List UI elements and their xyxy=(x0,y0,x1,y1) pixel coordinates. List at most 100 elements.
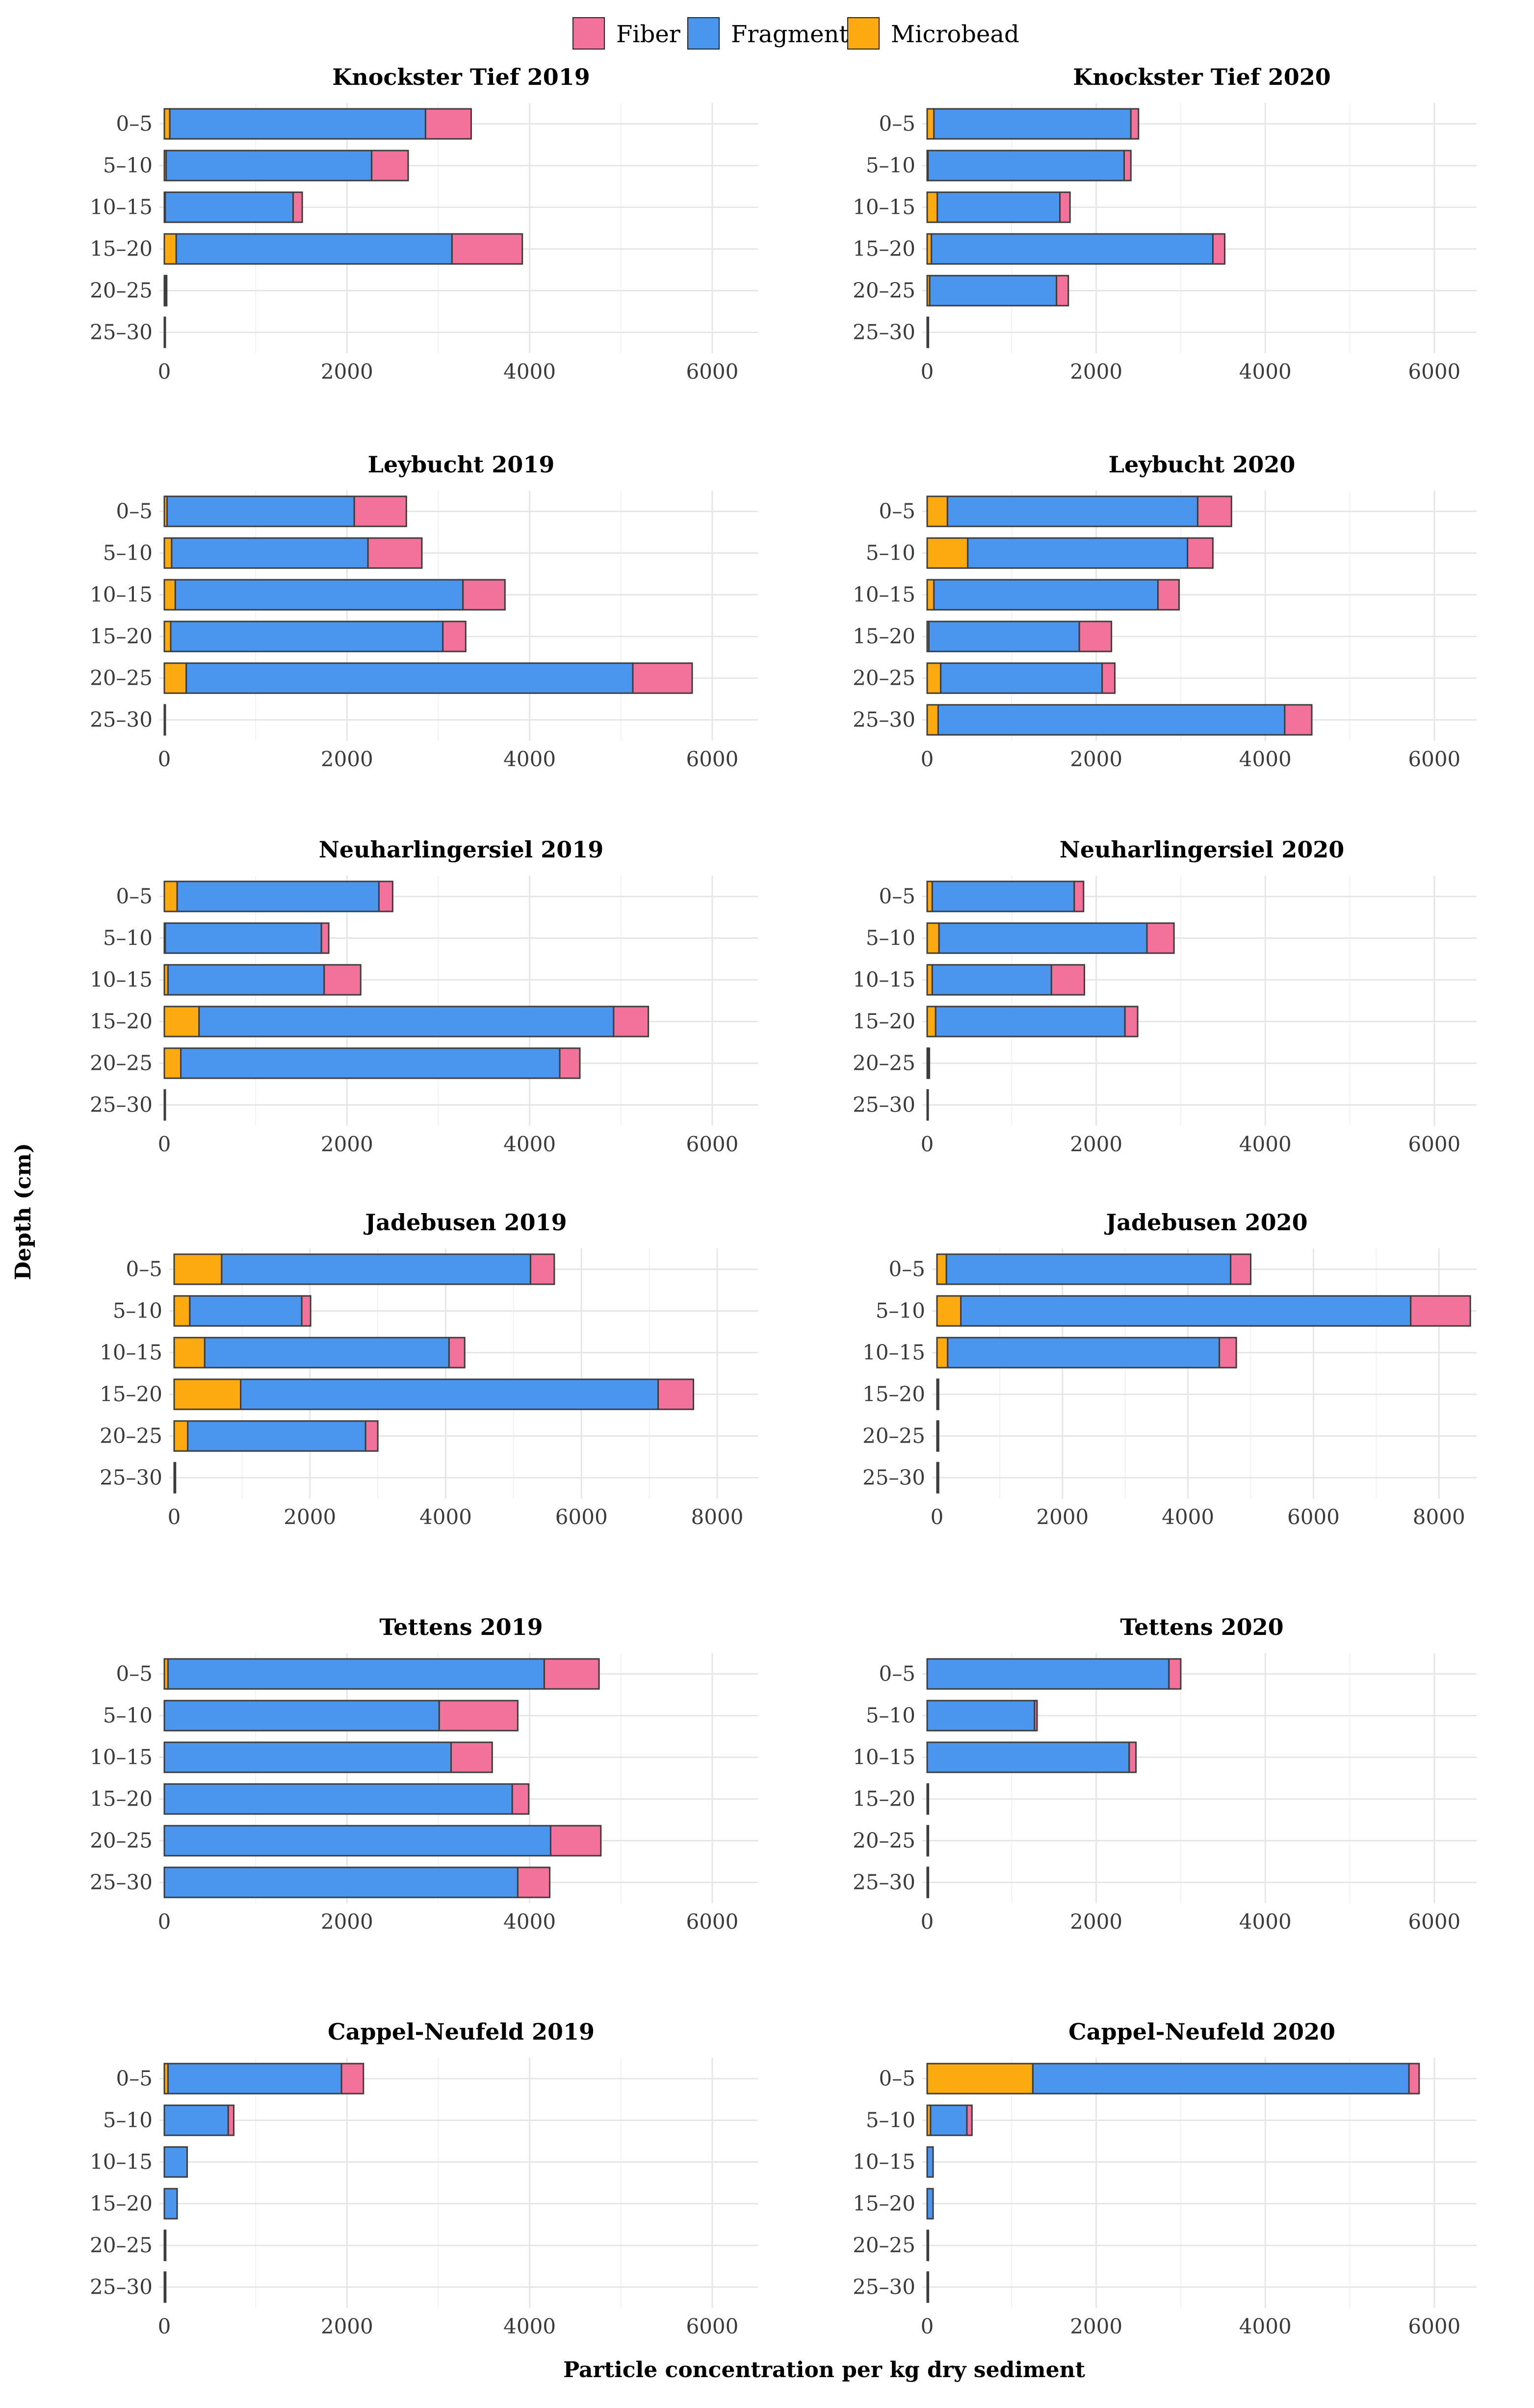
y-tick-labels: 0–5 5–10 10–15 15–20 20–25 25–30 xyxy=(90,2067,153,2299)
gridlines xyxy=(922,876,1477,1126)
bar-fiber-0-5 xyxy=(353,495,407,527)
y-tick-label: 5–10 xyxy=(876,1299,925,1323)
bar-fragment-20-25 xyxy=(187,1420,366,1452)
bar-fiber-10-15 xyxy=(1219,1337,1237,1369)
bar-fragment-25-30 xyxy=(926,316,930,348)
x-tick-label: 2000 xyxy=(1070,1132,1122,1156)
y-tick-labels: 0–5 5–10 10–15 15–20 20–25 25–30 xyxy=(853,884,915,1117)
bar-fragment-0-5 xyxy=(167,2063,342,2095)
panel-title: Jadebusen 2019 xyxy=(363,1209,567,1236)
bars xyxy=(163,495,693,736)
y-tick-label: 0–5 xyxy=(879,884,915,908)
bar-fiber-5-10 xyxy=(301,1295,312,1327)
x-tick-label: 6000 xyxy=(1408,1910,1460,1934)
bar-fragment-25-30 xyxy=(926,2271,930,2303)
panel-jadebusen-2019: Jadebusen 2019 0–5 5–10 10–15 15–20 20–25 25–3… xyxy=(100,1209,758,1529)
bar-fiber-5-10 xyxy=(1123,150,1132,181)
bar-fragment-15-20 xyxy=(240,1378,659,1410)
bar-microbead-15-20 xyxy=(173,1378,242,1410)
bars xyxy=(926,2063,1420,2303)
bar-fiber-5-10 xyxy=(367,537,423,569)
y-tick-label: 10–15 xyxy=(90,1745,153,1769)
bar-fiber-5-10 xyxy=(371,150,409,181)
y-tick-label: 25–30 xyxy=(853,708,915,732)
bar-fiber-20-25 xyxy=(165,275,168,307)
x-tick-label: 2000 xyxy=(1036,1505,1089,1529)
legend-swatch-fragment xyxy=(687,17,720,50)
bar-microbead-5-10 xyxy=(926,537,969,569)
x-tick-label: 4000 xyxy=(419,1505,472,1529)
y-axis-title: Depth (cm) xyxy=(11,1143,36,1280)
bar-fragment-10-15 xyxy=(164,191,294,223)
bar-fiber-15-20 xyxy=(442,621,467,652)
bar-microbead-5-10 xyxy=(936,1295,962,1327)
bar-fiber-5-10 xyxy=(1146,922,1175,954)
x-tick-label: 2000 xyxy=(284,1505,336,1529)
panel-title: Knockster Tief 2019 xyxy=(332,64,590,90)
bar-fragment-0-5 xyxy=(933,108,1132,140)
bar-fiber-10-15 xyxy=(450,1741,493,1773)
panels: Knockster Tief 2019 0–5 5–10 10–15 15–20 20–2… xyxy=(90,64,1477,2338)
x-tick-label: 0 xyxy=(921,1132,934,1156)
y-tick-label: 10–15 xyxy=(862,1341,925,1365)
gridlines xyxy=(159,876,758,1126)
y-tick-label: 5–10 xyxy=(103,926,153,950)
y-tick-label: 20–25 xyxy=(853,666,915,690)
x-tick-label: 2000 xyxy=(321,360,373,384)
bar-fragment-20-25 xyxy=(928,1047,931,1079)
y-tick-label: 10–15 xyxy=(90,968,153,992)
bar-fragment-0-5 xyxy=(169,108,426,140)
x-tick-labels: 0 2000 4000 6000 xyxy=(158,747,739,771)
x-tick-label: 6000 xyxy=(686,2314,738,2338)
bar-fiber-15-20 xyxy=(1078,621,1113,652)
legend-label-fragment: Fragment xyxy=(731,21,849,48)
y-tick-label: 5–10 xyxy=(103,541,153,565)
bar-fragment-15-20 xyxy=(935,1006,1126,1037)
y-tick-labels: 0–5 5–10 10–15 15–20 20–25 25–30 xyxy=(853,499,915,732)
x-tick-label: 6000 xyxy=(1408,747,1460,771)
bar-fiber-20-25 xyxy=(549,1825,602,1857)
panel-title: Leybucht 2019 xyxy=(368,451,555,478)
gridlines xyxy=(159,103,758,353)
x-tick-label: 8000 xyxy=(691,1505,744,1529)
bar-fiber-5-10 xyxy=(438,1700,519,1732)
y-tick-label: 15–20 xyxy=(100,1382,162,1406)
x-tick-label: 4000 xyxy=(503,2314,556,2338)
x-tick-label: 6000 xyxy=(686,1132,738,1156)
bar-microbead-10-15 xyxy=(173,1337,206,1369)
bar-microbead-0-5 xyxy=(926,108,935,140)
bar-fiber-5-10 xyxy=(966,2104,973,2136)
y-tick-label: 20–25 xyxy=(90,2233,153,2257)
bar-microbead-20-25 xyxy=(926,662,942,694)
y-tick-label: 10–15 xyxy=(100,1341,162,1365)
bars xyxy=(163,880,650,1121)
bar-fragment-25-30 xyxy=(936,1462,939,1494)
y-tick-labels: 0–5 5–10 10–15 15–20 20–25 25–30 xyxy=(90,1662,153,1894)
panel-title: Cappel-Neufeld 2020 xyxy=(1068,2019,1335,2045)
x-tick-label: 4000 xyxy=(1239,360,1292,384)
y-tick-label: 20–25 xyxy=(853,1829,915,1853)
y-tick-labels: 0–5 5–10 10–15 15–20 20–25 25–30 xyxy=(853,112,915,344)
y-tick-label: 25–30 xyxy=(90,708,153,732)
x-tick-label: 8000 xyxy=(1413,1505,1465,1529)
bar-microbead-0-5 xyxy=(926,880,933,912)
x-tick-labels: 0 2000 4000 6000 xyxy=(921,2314,1461,2338)
y-tick-label: 25–30 xyxy=(90,1870,153,1894)
x-tick-labels: 0 2000 4000 6000 xyxy=(158,1910,739,1934)
panel-knockster-tief-2019: Knockster Tief 2019 0–5 5–10 10–15 15–20 20–2… xyxy=(90,64,758,384)
panel-cappel-neufeld-2019: Cappel-Neufeld 2019 0–5 5–10 10–15 15–20 20–2… xyxy=(90,2019,758,2338)
bars xyxy=(163,108,523,348)
bar-fragment-0-5 xyxy=(926,1658,1170,1690)
bar-fiber-20-25 xyxy=(632,662,693,694)
bar-fragment-0-5 xyxy=(167,1658,545,1690)
panel-leybucht-2019: Leybucht 2019 0–5 5–10 10–15 15–20 20–25 25–30… xyxy=(90,451,758,771)
y-tick-label: 10–15 xyxy=(853,583,915,607)
bar-fiber-5-10 xyxy=(320,922,330,954)
y-tick-label: 25–30 xyxy=(100,1466,162,1490)
bar-fragment-20-25 xyxy=(180,1047,561,1079)
bar-microbead-0-5 xyxy=(926,495,948,527)
bar-microbead-5-10 xyxy=(926,922,940,954)
y-tick-label: 10–15 xyxy=(90,583,153,607)
bar-fragment-25-30 xyxy=(937,704,1286,736)
y-tick-label: 10–15 xyxy=(90,2150,153,2174)
